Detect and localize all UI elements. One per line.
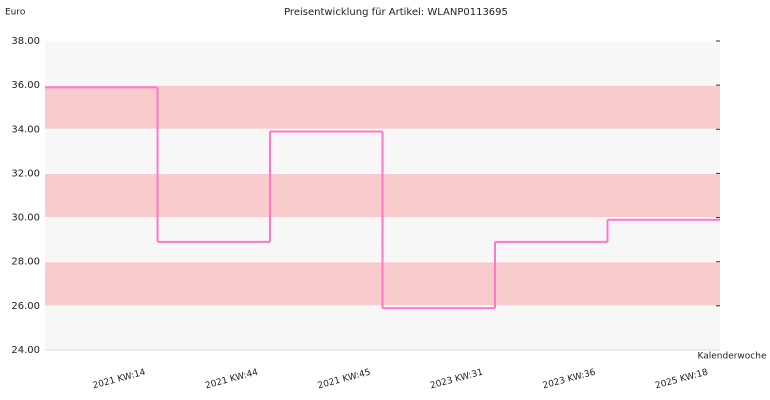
chart-title: Preisentwicklung für Artikel: WLANP01136…: [284, 7, 508, 18]
x-tick-label: 2023 KW:36: [542, 368, 597, 392]
y-tick-label: 32.00: [11, 168, 40, 179]
x-axis-label: Kalenderwoche: [697, 352, 766, 362]
y-tick-label: 34.00: [11, 124, 40, 135]
y-tick-label: 38.00: [11, 36, 40, 47]
y-tick-label: 28.00: [11, 257, 40, 268]
y-tick-label: 30.00: [11, 213, 40, 224]
x-tick-label: 2025 KW:18: [654, 368, 709, 392]
background-band: [45, 85, 720, 130]
x-tick-label: 2021 KW:45: [317, 368, 372, 392]
y-axis-label: Euro: [5, 8, 26, 18]
x-tick-label: 2021 KW:14: [92, 368, 147, 392]
background-band: [45, 41, 720, 86]
y-tick-label: 26.00: [11, 301, 40, 312]
background-band: [45, 305, 720, 350]
y-tick-label: 36.00: [11, 80, 40, 91]
x-tick-label: 2023 KW:31: [429, 368, 484, 392]
y-tick-label: 24.00: [11, 345, 40, 356]
x-tick-label: 2021 KW:44: [204, 368, 259, 392]
